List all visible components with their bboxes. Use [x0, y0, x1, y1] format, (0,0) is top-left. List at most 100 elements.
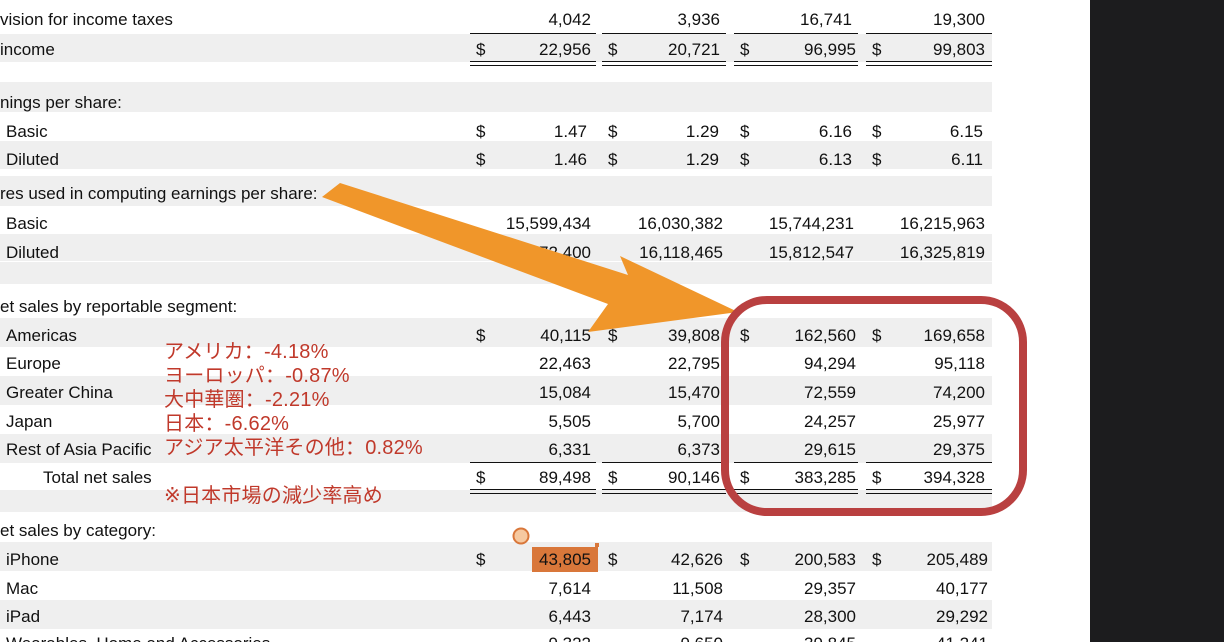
- annotation-china: 大中華圏：-2.21%: [164, 389, 330, 411]
- cell-value: 7,174: [680, 607, 723, 626]
- double-underline: [470, 61, 596, 66]
- currency-sign: $: [608, 468, 618, 487]
- cell-value: 24,257: [804, 412, 856, 431]
- currency-sign: $: [740, 40, 750, 59]
- cell-value: 162,560: [794, 326, 856, 345]
- currency-sign: $: [740, 468, 750, 487]
- cell-value: 40,115: [540, 326, 591, 345]
- cell-value: 1.29: [685, 122, 719, 141]
- currency-sign: $: [476, 468, 486, 487]
- cell-value: 16,741: [800, 10, 852, 29]
- currency-sign: $: [872, 122, 882, 141]
- row-band: [0, 542, 992, 571]
- currency-sign: $: [608, 550, 618, 569]
- highlight-mark: [532, 547, 598, 572]
- cell-value: 25,977: [933, 412, 985, 431]
- row-label: Mac: [6, 579, 39, 598]
- cell-value: 15,599,434: [505, 214, 591, 233]
- cell-value: 6.11: [951, 150, 983, 169]
- row-label: Diluted: [6, 243, 59, 262]
- cell-value: 41,241: [936, 634, 988, 642]
- cell-value: 5,505: [548, 412, 591, 431]
- cell-value: 22,463: [539, 354, 591, 373]
- cell-value: 16,030,382: [637, 214, 723, 233]
- cell-value: 11,508: [672, 579, 723, 598]
- row-band: [0, 82, 992, 112]
- row-label: Rest of Asia Pacific: [6, 440, 152, 459]
- underline: [470, 462, 596, 463]
- underline: [602, 33, 726, 34]
- cell-value: 22,956: [539, 40, 591, 59]
- currency-sign: $: [740, 550, 750, 569]
- currency-sign: $: [872, 40, 882, 59]
- annotation-europe: ヨーロッパ：-0.87%: [164, 365, 350, 387]
- currency-sign: $: [476, 550, 486, 569]
- row-label: Americas: [6, 326, 77, 345]
- cell-value: 9,322: [548, 634, 591, 642]
- cell-value: 1.47: [553, 122, 587, 141]
- currency-sign: $: [872, 326, 882, 345]
- cell-value: 29,357: [804, 579, 856, 598]
- cell-value: 29,292: [936, 607, 988, 626]
- cell-value: 29,615: [804, 440, 856, 459]
- row-label: income: [0, 40, 55, 59]
- section-heading: nings per share:: [0, 93, 122, 112]
- cell-value: 90,146: [668, 468, 720, 487]
- cell-value: 95,118: [934, 354, 985, 373]
- cell-value: 3,936: [677, 10, 720, 29]
- row-label: iPhone: [6, 550, 59, 569]
- cell-value: 19,300: [933, 10, 985, 29]
- underline: [866, 462, 992, 463]
- cell-value: 9,650: [680, 634, 723, 642]
- cell-value: 16,215,963: [899, 214, 985, 233]
- cell-value: 6.16: [818, 122, 852, 141]
- annotation-note: ※日本市場の減少率高め: [164, 485, 383, 507]
- row-label: iPad: [6, 607, 41, 626]
- cell-value: 6.15: [949, 122, 983, 141]
- annotation-americas: アメリカ：-4.18%: [164, 341, 329, 363]
- currency-sign: $: [872, 550, 882, 569]
- row-label: Europe: [6, 354, 61, 373]
- currency-sign: $: [872, 150, 882, 169]
- double-underline: [470, 489, 596, 494]
- cell-value: 22,795: [668, 354, 720, 373]
- underline: [866, 33, 992, 34]
- double-underline: [734, 61, 858, 66]
- currency-sign: $: [476, 326, 486, 345]
- cell-value: 7,614: [548, 579, 591, 598]
- dark-sidebar: [1090, 0, 1224, 642]
- row-label: Total net sales: [43, 468, 152, 487]
- annotation-rest-asia: アジア太平洋その他：0.82%: [164, 437, 423, 459]
- cell-value: 15,470: [668, 383, 720, 402]
- currency-sign: $: [740, 150, 750, 169]
- cell-value: 94,294: [804, 354, 856, 373]
- currency-sign: $: [608, 40, 618, 59]
- row-label: Basic: [6, 214, 48, 233]
- cell-value: 39,808: [668, 326, 720, 345]
- cell-value: 96,995: [804, 40, 856, 59]
- row-label: vision for income taxes: [0, 10, 173, 29]
- cell-value: 15,672,400: [505, 243, 591, 262]
- cell-value: 20,721: [668, 40, 720, 59]
- underline: [734, 462, 858, 463]
- cell-value: 72,559: [804, 383, 856, 402]
- double-underline: [602, 61, 726, 66]
- cell-value: 16,325,819: [899, 243, 985, 262]
- cell-value: 4,042: [548, 10, 591, 29]
- currency-sign: $: [476, 122, 486, 141]
- row-label: Japan: [6, 412, 53, 431]
- cell-value: 15,744,231: [768, 214, 854, 233]
- row-label: Diluted: [6, 150, 59, 169]
- currency-sign: $: [476, 40, 486, 59]
- cell-value: 200,583: [794, 550, 856, 569]
- cell-value: 42,626: [671, 550, 723, 569]
- cell-value: 169,658: [923, 326, 985, 345]
- cell-value: 29,375: [933, 440, 985, 459]
- document-page: vision for income taxes 4,042 3,936 16,7…: [0, 10, 992, 642]
- currency-sign: $: [740, 122, 750, 141]
- underline: [470, 33, 596, 34]
- currency-sign: $: [872, 468, 882, 487]
- cell-value: 89,498: [539, 468, 591, 487]
- cell-value: 40,177: [936, 579, 988, 598]
- currency-sign: $: [740, 326, 750, 345]
